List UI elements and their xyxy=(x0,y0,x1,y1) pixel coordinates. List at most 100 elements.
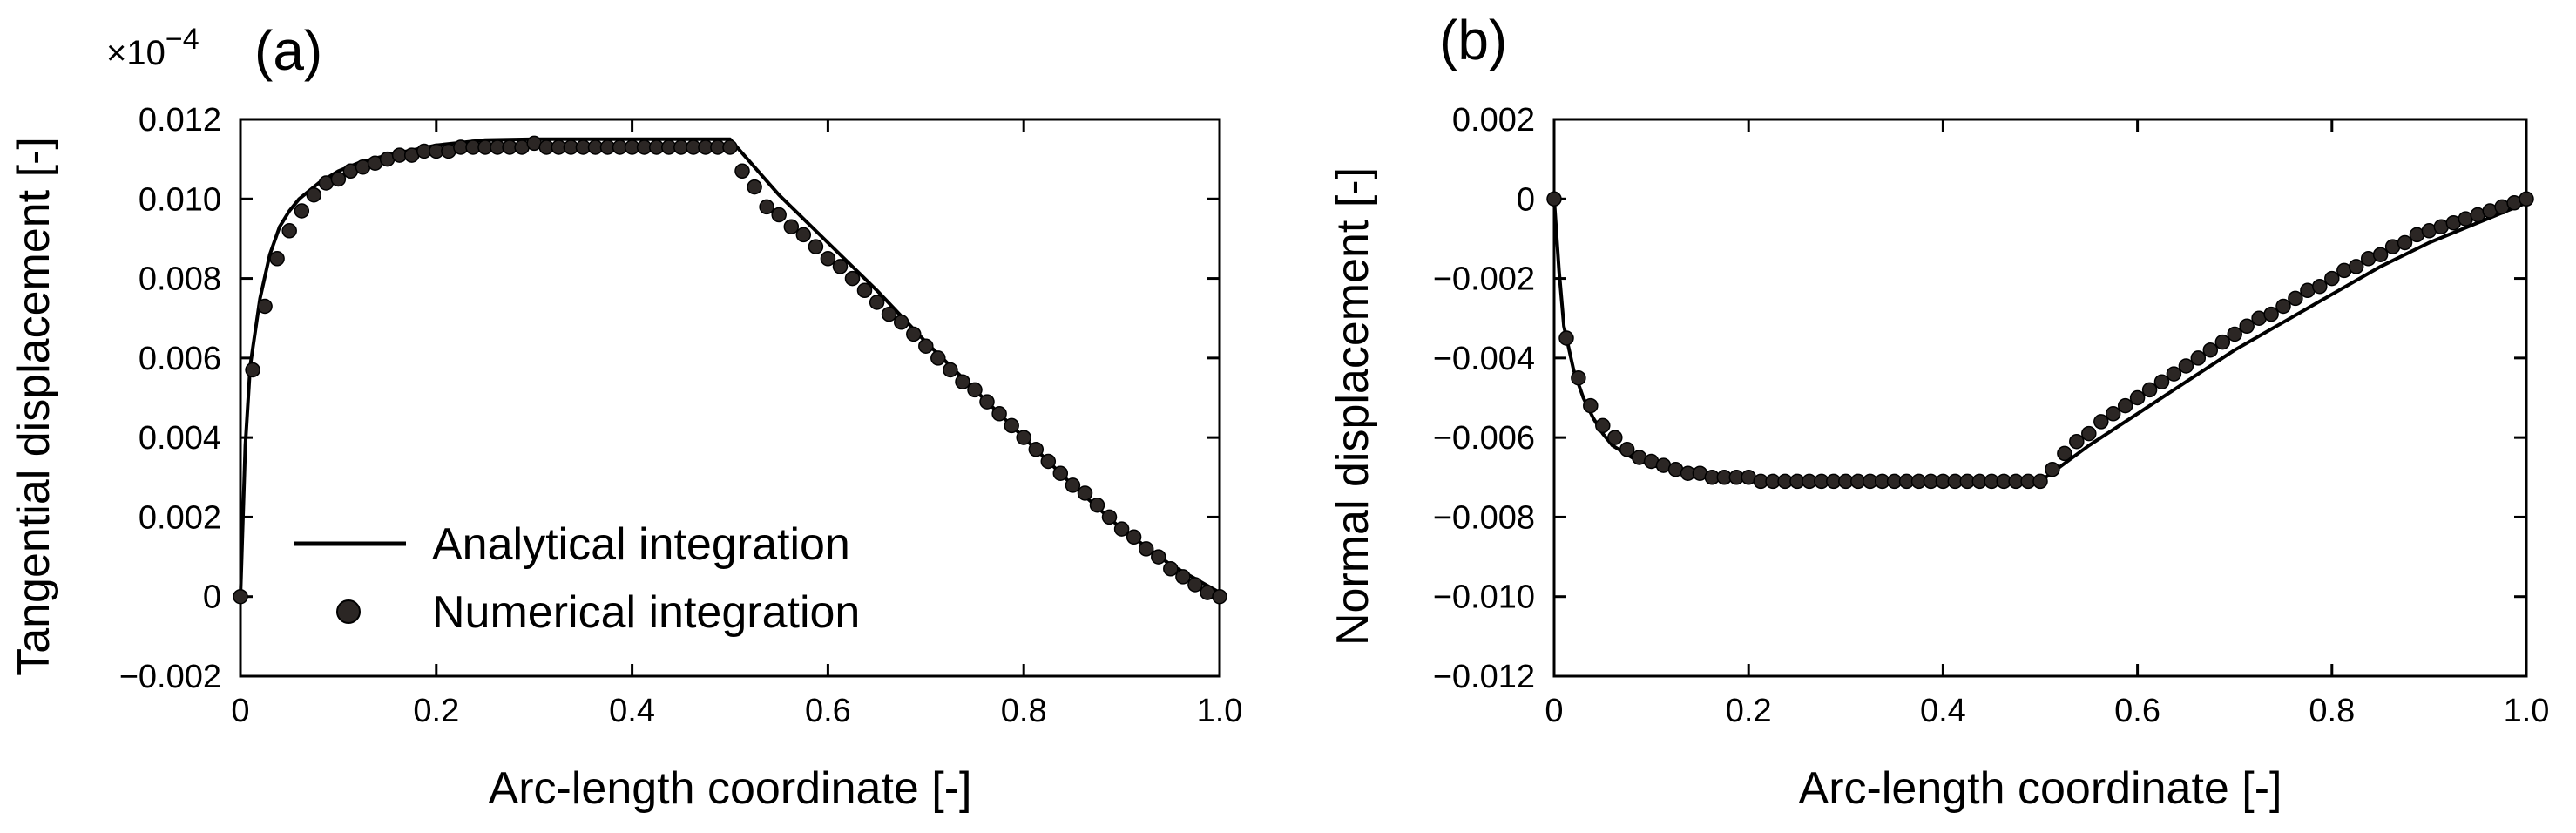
data-point-numerical xyxy=(1028,442,1045,457)
y-tick-label: 0.012 xyxy=(139,102,221,139)
data-point-numerical xyxy=(2227,326,2242,342)
data-point-numerical xyxy=(1583,397,1599,414)
data-point-numerical xyxy=(893,315,909,330)
x-tick-label: 0.6 xyxy=(805,693,851,729)
data-point-numerical xyxy=(979,394,995,410)
plot-a-frame xyxy=(239,118,1221,678)
y-tick-label: 0 xyxy=(1517,181,1535,218)
data-point-numerical xyxy=(2057,445,2072,462)
data-point-numerical xyxy=(2069,433,2085,450)
data-point-numerical xyxy=(2372,247,2389,262)
data-point-numerical xyxy=(1016,430,1031,445)
y-tick-label: 0.008 xyxy=(139,261,221,298)
data-point-numerical xyxy=(1004,417,1019,434)
data-point-numerical xyxy=(1040,453,1057,470)
data-point-numerical xyxy=(245,362,260,378)
data-point-numerical xyxy=(2141,382,2158,398)
data-point-numerical xyxy=(2263,306,2279,322)
data-point-numerical xyxy=(306,186,322,203)
data-point-numerical xyxy=(991,406,1007,422)
y-tick-label: −0.012 xyxy=(1433,659,1535,695)
data-point-numerical xyxy=(281,223,297,239)
data-point-numerical xyxy=(2117,397,2133,414)
data-point-numerical xyxy=(1138,541,1154,557)
legend: Analytical integration Numerical integra… xyxy=(294,519,860,638)
panel-b: (b) 0 0.2 0.4 0.6 0.8 1.0 −0.012 −0.010 −0.008 −0… xyxy=(1328,9,2549,814)
x-tick-label: 0.8 xyxy=(2309,693,2355,729)
data-point-numerical xyxy=(722,139,738,155)
series-line-analytical xyxy=(1552,199,2527,484)
data-point-numerical xyxy=(1187,577,1203,593)
data-point-numerical xyxy=(1607,430,1623,445)
data-point-numerical xyxy=(1052,465,1069,481)
x-tick-label: 0.4 xyxy=(609,693,655,729)
data-point-numerical xyxy=(967,382,983,398)
plot-a-y-axis-label: Tangential displacement [-] xyxy=(9,137,59,676)
data-point-numerical xyxy=(1619,442,1635,457)
y-tick-label: 0.010 xyxy=(139,181,221,218)
panel-b-label: (b) xyxy=(1439,9,1507,71)
data-point-numerical xyxy=(1571,369,1586,386)
data-point-numerical xyxy=(2081,425,2097,442)
data-point-numerical xyxy=(294,203,310,219)
plot-a-series xyxy=(233,135,1227,605)
data-point-numerical xyxy=(1077,485,1093,501)
data-point-numerical xyxy=(2032,473,2048,490)
legend-numerical-label: Numerical integration xyxy=(432,587,860,638)
plot-a-x-axis-label: Arc-length coordinate [-] xyxy=(489,763,972,814)
data-point-numerical xyxy=(832,259,849,274)
y-tick-label: 0.002 xyxy=(1452,102,1535,139)
y-tick-label: −0.006 xyxy=(1433,420,1535,457)
data-point-numerical xyxy=(881,306,897,322)
data-point-numerical xyxy=(2202,342,2219,358)
x-tick-label: 0 xyxy=(1545,693,1563,729)
data-point-numerical xyxy=(1163,561,1179,577)
y-tick-label: −0.010 xyxy=(1433,579,1535,616)
data-point-numerical xyxy=(1212,588,1227,605)
data-point-numerical xyxy=(1065,477,1081,493)
data-point-numerical xyxy=(808,239,824,254)
plot-b-axes: 0 0.2 0.4 0.6 0.8 1.0 −0.012 −0.010 −0.008 −0.006… xyxy=(1433,102,2550,729)
data-point-numerical xyxy=(759,199,774,215)
data-point-numerical xyxy=(734,163,750,179)
data-point-numerical xyxy=(1151,549,1166,565)
data-point-numerical xyxy=(1089,497,1105,513)
x-tick-label: 0.6 xyxy=(2114,693,2160,729)
data-point-numerical xyxy=(2348,259,2364,274)
plot-b-x-axis-label: Arc-length coordinate [-] xyxy=(1799,763,2282,814)
panel-a: (a) ×10−4 0 0.2 0.4 0.6 0.8 1.0 −0.002 0 0.002 0.… xyxy=(9,19,1242,814)
x-tick-label: 0.4 xyxy=(1920,693,1966,729)
legend-analytical-label: Analytical integration xyxy=(432,519,850,570)
data-point-numerical xyxy=(2178,358,2194,374)
y-tick-label: −0.002 xyxy=(1433,261,1535,298)
data-point-numerical xyxy=(820,251,836,267)
data-point-numerical xyxy=(1113,521,1130,537)
plot-b-y-axis-label: Normal displacement [-] xyxy=(1328,167,1378,646)
y-tick-label: 0 xyxy=(203,579,221,616)
x-tick-label: 0.2 xyxy=(413,693,459,729)
data-point-numerical xyxy=(869,295,885,310)
data-point-numerical xyxy=(2045,461,2060,477)
data-point-numerical xyxy=(1546,191,1562,207)
legend-numerical-marker xyxy=(336,599,361,624)
data-point-numerical xyxy=(856,282,873,299)
plot-b-frame xyxy=(1552,118,2528,678)
data-point-numerical xyxy=(1101,509,1118,525)
data-point-numerical xyxy=(2288,290,2303,307)
y-tick-label: −0.008 xyxy=(1433,499,1535,536)
x-tick-label: 0.2 xyxy=(1726,693,1772,729)
data-point-numerical xyxy=(2129,389,2146,406)
y-tick-label: 0.002 xyxy=(139,499,221,536)
plot-b-series xyxy=(1546,191,2534,490)
data-point-numerical xyxy=(844,270,861,287)
panel-a-label: (a) xyxy=(254,19,322,82)
data-point-numerical xyxy=(2105,406,2121,422)
data-point-numerical xyxy=(747,179,762,195)
data-point-numerical xyxy=(269,251,285,267)
data-point-numerical xyxy=(771,207,787,223)
multiplier-exponent: −4 xyxy=(166,23,199,56)
data-point-numerical xyxy=(2153,374,2170,389)
data-point-numerical xyxy=(330,171,347,187)
data-point-numerical xyxy=(2397,234,2413,251)
